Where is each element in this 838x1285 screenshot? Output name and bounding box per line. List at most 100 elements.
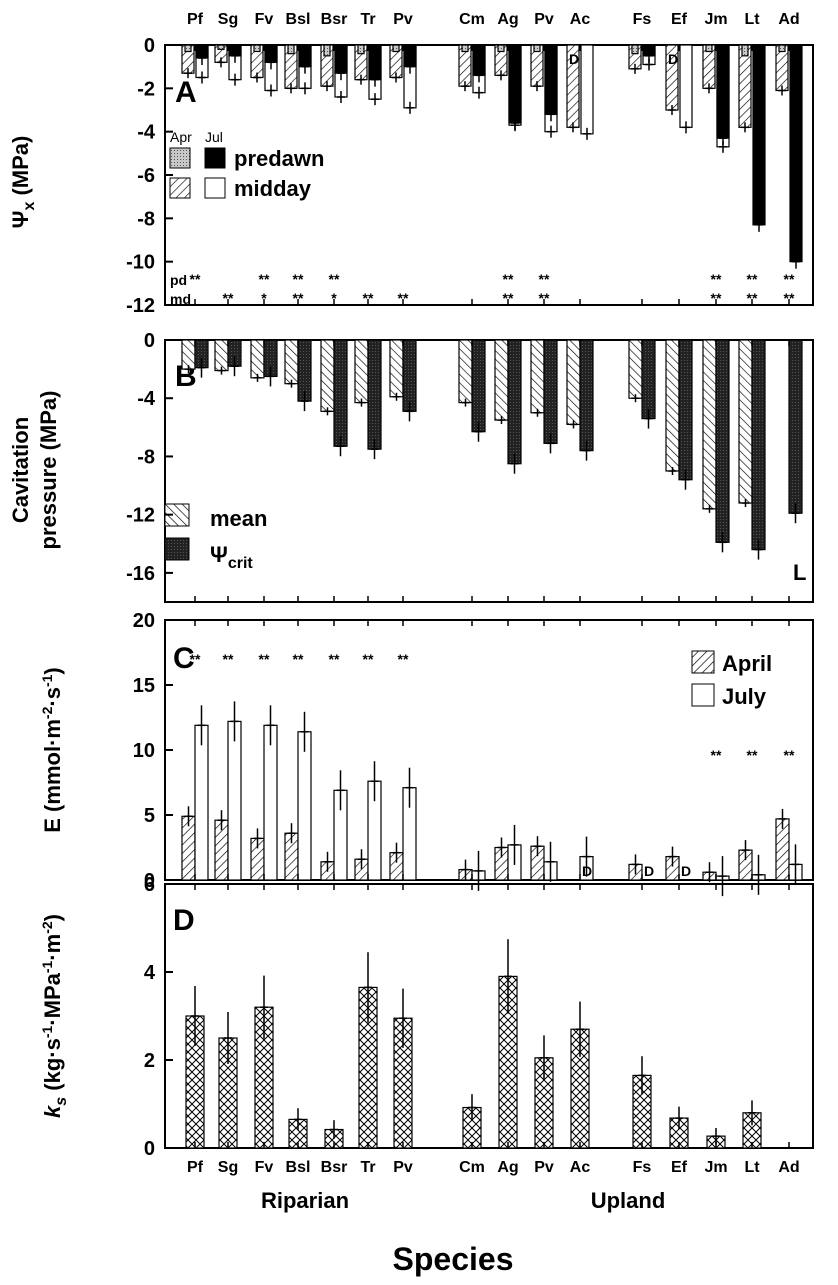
c-star: ** — [190, 651, 201, 667]
species-label-top: Bsl — [286, 11, 311, 28]
c-star: ** — [398, 651, 409, 667]
bar-apr-predawn — [184, 44, 192, 53]
species-label-bottom: Jm — [704, 1159, 727, 1176]
pd-star: ** — [711, 271, 722, 287]
species-label-bottom: Fv — [255, 1159, 274, 1176]
species-labels-top: Pf Sg Fv Bsl Bsr Tr Pv Cm Ag Pv Ac Fs Ef Jm Lt Ad — [187, 11, 800, 28]
c-star: ** — [747, 747, 758, 763]
legend-july: July — [722, 684, 767, 709]
md-star: * — [261, 290, 267, 306]
panel-a-ytick-label: -10 — [126, 252, 155, 274]
species-label-top: Ag — [497, 11, 518, 28]
pd-star: ** — [329, 271, 340, 287]
species-label-top: Pf — [187, 11, 204, 28]
d-mark: D — [569, 51, 579, 67]
species-label-top: Tr — [360, 11, 375, 28]
bar-apr-predawn — [741, 44, 749, 57]
legend-swatch-jul-predawn — [204, 147, 226, 169]
panel-a-bars: ************** ** **********D D************ — [181, 44, 803, 306]
species-label-bottom: Pv — [534, 1159, 554, 1176]
panel-d-ylabel: ks (kg·s-1·MPa-1·m-2) — [39, 914, 70, 1118]
bar-apr-predawn — [392, 44, 400, 53]
bar-july — [227, 720, 242, 881]
species-label-bottom: Bsl — [286, 1159, 311, 1176]
species-label-bottom: Tr — [360, 1159, 375, 1176]
panel-c-ytick-label: 20 — [133, 610, 155, 632]
md-star: ** — [293, 290, 304, 306]
md-star: ** — [223, 290, 234, 306]
pd-star: ** — [503, 271, 514, 287]
panel-a-ylabel: Ψx (MPa) — [8, 136, 38, 229]
legend-mean: mean — [210, 506, 267, 531]
bar-apr-predawn — [461, 44, 469, 53]
bar-mean — [284, 339, 299, 385]
panel-a-ytick-label: -4 — [137, 122, 156, 144]
species-label-top: Pv — [393, 11, 413, 28]
legend-swatch-apr-predawn — [169, 147, 191, 169]
bar-jul-midday — [580, 44, 594, 135]
panel-b-ytick-label: -4 — [137, 388, 156, 410]
legend-swatch-apr-midday — [169, 177, 191, 199]
species-label-bottom: Ad — [778, 1159, 799, 1176]
legend-midday: midday — [234, 176, 312, 201]
bar-jul-predawn — [544, 44, 558, 115]
bar-psi-crit — [641, 339, 656, 420]
species-label-bottom: Bsr — [321, 1159, 348, 1176]
bar-psi-crit — [788, 339, 803, 514]
species-label-top: Fs — [633, 11, 652, 28]
panel-c-legend: April July — [691, 650, 772, 709]
md-star: ** — [503, 290, 514, 306]
pd-star: ** — [293, 271, 304, 287]
d-mark: D — [681, 863, 691, 879]
group-riparian: Riparian — [261, 1188, 349, 1213]
species-label-bottom: Ac — [570, 1159, 591, 1176]
md-row-label: md — [170, 291, 191, 307]
md-star: ** — [539, 290, 550, 306]
d-mark: D — [668, 51, 678, 67]
legend-header-apr: Apr — [170, 129, 192, 145]
panel-c-bars: ** ** ** ** ** ** ** D D D ** ** ** — [181, 651, 803, 897]
md-star: ** — [363, 290, 374, 306]
bar-mean — [530, 339, 545, 414]
bar-jul-midday — [679, 44, 693, 128]
pd-star: ** — [190, 271, 201, 287]
bar-psi-crit — [715, 339, 730, 543]
bar-mean — [354, 339, 369, 404]
species-label-bottom: Ef — [671, 1159, 688, 1176]
species-label-bottom: Fs — [633, 1159, 652, 1176]
md-star: ** — [747, 290, 758, 306]
species-label-top: Sg — [218, 11, 238, 28]
bar-psi-crit — [678, 339, 693, 481]
bar-jul-predawn — [508, 44, 522, 124]
panel-d-ytick-label: 2 — [144, 1050, 155, 1072]
bar-psi-crit — [367, 339, 382, 450]
panel-b-legend: mean Ψcrit — [164, 503, 267, 572]
panel-b-frame — [164, 339, 814, 603]
bar-apr-predawn — [217, 44, 225, 50]
panel-a-legend: Apr Jul predawn midday — [169, 129, 324, 201]
panel-b-ytick-label: 0 — [144, 330, 155, 352]
bar-psi-crit — [471, 339, 486, 433]
c-star: ** — [711, 747, 722, 763]
c-star: ** — [293, 651, 304, 667]
bar-psi-crit — [543, 339, 558, 444]
bar-mean — [566, 339, 581, 426]
panel-d-ytick-label: 0 — [144, 1138, 155, 1160]
bar-jul-predawn — [789, 44, 803, 263]
legend-april: April — [722, 651, 772, 676]
d-mark: D — [644, 863, 654, 879]
bar-apr-predawn — [497, 44, 505, 53]
species-label-top: Bsr — [321, 11, 348, 28]
bar-july — [263, 724, 278, 881]
panel-a-ytick-label: -8 — [137, 208, 155, 230]
x-axis-title: Species — [393, 1241, 514, 1277]
bar-apr-predawn — [631, 44, 639, 55]
panel-d-frame — [164, 883, 814, 1149]
legend-psi-crit: Ψcrit — [210, 542, 253, 572]
bar-jul-predawn — [716, 44, 730, 139]
bar-apr-predawn — [705, 44, 713, 53]
panel-a-ytick-label: -2 — [137, 78, 155, 100]
legend-swatch-psi-crit — [164, 537, 190, 561]
legend-swatch-july — [691, 683, 715, 707]
